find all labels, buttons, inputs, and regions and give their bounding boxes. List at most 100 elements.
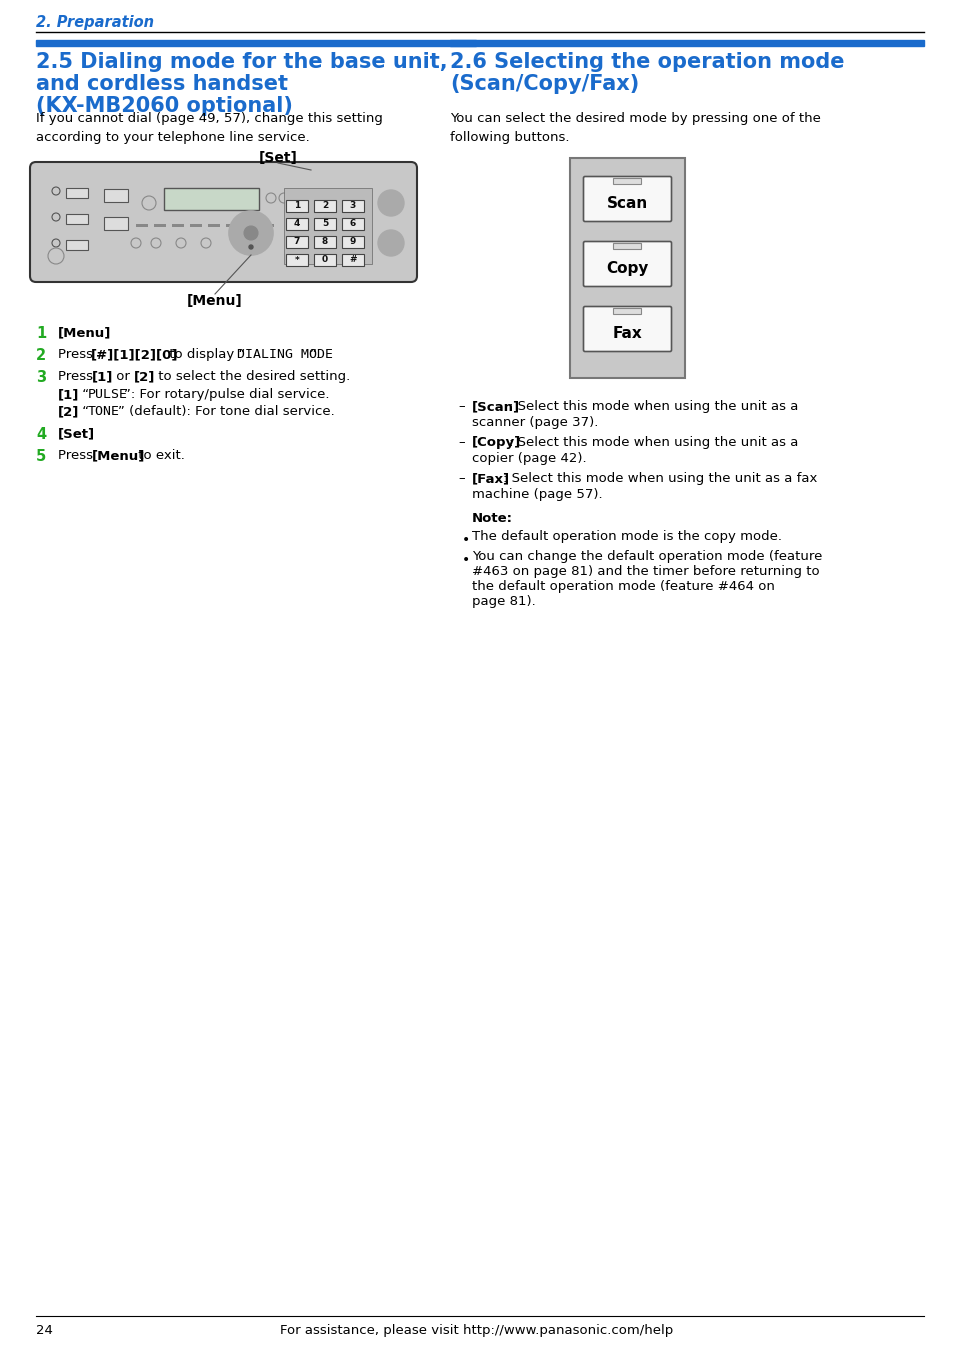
Text: to select the desired setting.: to select the desired setting. (153, 370, 350, 383)
Text: [1]: [1] (91, 370, 113, 383)
Text: (Scan/Copy/Fax): (Scan/Copy/Fax) (450, 74, 639, 94)
Text: [2]: [2] (58, 405, 79, 418)
Text: 3: 3 (36, 370, 46, 384)
Text: (KX-MB2060 optional): (KX-MB2060 optional) (36, 96, 293, 116)
Bar (284, 188, 372, 264)
Text: 0: 0 (321, 255, 328, 264)
Text: Note:: Note: (472, 513, 513, 525)
Text: Press: Press (58, 348, 97, 362)
Text: PULSE: PULSE (88, 389, 128, 401)
Text: ”: For rotary/pulse dial service.: ”: For rotary/pulse dial service. (124, 389, 329, 401)
Circle shape (229, 210, 273, 255)
Text: If you cannot dial (page 49, 57), change this setting
according to your telephon: If you cannot dial (page 49, 57), change… (36, 112, 382, 143)
Text: [1]: [1] (58, 389, 79, 401)
Bar (262, 224, 274, 227)
Text: “: “ (78, 389, 89, 401)
Bar (286, 236, 308, 248)
Text: 7: 7 (294, 237, 300, 247)
Text: #: # (349, 255, 356, 264)
Bar (104, 189, 128, 202)
Bar (613, 308, 640, 314)
Bar (314, 200, 335, 212)
Text: For assistance, please visit http://www.panasonic.com/help: For assistance, please visit http://www.… (280, 1323, 673, 1337)
Bar (136, 224, 148, 227)
Text: Press: Press (58, 449, 97, 461)
Bar (341, 236, 364, 248)
Text: and cordless handset: and cordless handset (36, 74, 288, 94)
Text: [#][1][2][0]: [#][1][2][0] (91, 348, 178, 362)
Bar (208, 224, 220, 227)
Text: to exit.: to exit. (133, 449, 185, 461)
Bar (613, 243, 640, 250)
Text: 5: 5 (321, 220, 328, 228)
Bar (190, 224, 202, 227)
Text: [2]: [2] (133, 370, 155, 383)
Text: : Select this mode when using the unit as a fax: : Select this mode when using the unit a… (502, 472, 817, 486)
Text: [Menu]: [Menu] (187, 294, 243, 308)
Bar (66, 188, 88, 198)
Text: [Scan]: [Scan] (472, 401, 519, 413)
Text: The default operation mode is the copy mode.: The default operation mode is the copy m… (472, 530, 781, 544)
FancyBboxPatch shape (583, 241, 671, 286)
Bar (613, 178, 640, 183)
Text: 3: 3 (350, 201, 355, 210)
Bar (341, 254, 364, 266)
Bar (66, 214, 88, 224)
Text: 4: 4 (36, 428, 46, 442)
Bar (66, 240, 88, 250)
Text: “: “ (78, 405, 89, 418)
FancyBboxPatch shape (30, 162, 416, 282)
FancyBboxPatch shape (583, 177, 671, 221)
Circle shape (377, 229, 403, 256)
Text: Fax: Fax (612, 326, 641, 341)
Text: or: or (112, 370, 134, 383)
Circle shape (377, 190, 403, 216)
Bar (164, 188, 258, 210)
Text: #463 on page 81) and the timer before returning to: #463 on page 81) and the timer before re… (472, 565, 819, 577)
Text: You can select the desired mode by pressing one of the
following buttons.: You can select the desired mode by press… (450, 112, 820, 143)
Text: •: • (461, 553, 470, 567)
Text: 1: 1 (294, 201, 300, 210)
Text: 9: 9 (350, 237, 355, 247)
Text: : Select this mode when using the unit as a: : Select this mode when using the unit a… (509, 401, 798, 413)
Text: 8: 8 (321, 237, 328, 247)
Text: 2: 2 (36, 348, 46, 363)
Text: 4: 4 (294, 220, 300, 228)
Text: the default operation mode (feature #464 on: the default operation mode (feature #464… (472, 580, 774, 594)
Text: 24: 24 (36, 1323, 52, 1337)
Text: 6: 6 (350, 220, 355, 228)
Text: machine (page 57).: machine (page 57). (472, 488, 602, 500)
Text: *: * (294, 255, 299, 264)
Text: –: – (457, 401, 464, 413)
Text: [Menu]: [Menu] (58, 326, 112, 339)
Bar (341, 219, 364, 229)
Text: [Set]: [Set] (58, 428, 95, 440)
Text: 2.6 Selecting the operation mode: 2.6 Selecting the operation mode (450, 53, 843, 71)
Text: DIALING MODE: DIALING MODE (236, 348, 333, 362)
Bar (104, 217, 128, 229)
Text: [Menu]: [Menu] (91, 449, 145, 461)
Text: You can change the default operation mode (feature: You can change the default operation mod… (472, 550, 821, 563)
Bar (450, 40, 923, 46)
Text: to display “: to display “ (165, 348, 246, 362)
Circle shape (249, 246, 253, 250)
Bar (36, 40, 476, 46)
Text: –: – (457, 436, 464, 449)
Bar (314, 236, 335, 248)
Bar (569, 158, 684, 378)
Text: –: – (457, 472, 464, 486)
Text: copier (page 42).: copier (page 42). (472, 452, 586, 465)
Text: : Select this mode when using the unit as a: : Select this mode when using the unit a… (509, 436, 798, 449)
Text: 5: 5 (36, 449, 46, 464)
Text: ” (default): For tone dial service.: ” (default): For tone dial service. (118, 405, 335, 418)
Bar (286, 200, 308, 212)
Bar (286, 254, 308, 266)
Text: [Fax]: [Fax] (472, 472, 510, 486)
FancyBboxPatch shape (583, 306, 671, 352)
Text: TONE: TONE (88, 405, 120, 418)
Text: •: • (461, 533, 470, 546)
Bar (314, 254, 335, 266)
Text: Copy: Copy (606, 262, 648, 277)
Text: page 81).: page 81). (472, 595, 536, 608)
Text: Press: Press (58, 370, 97, 383)
